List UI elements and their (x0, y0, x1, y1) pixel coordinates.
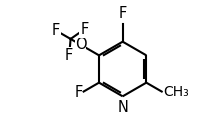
Text: N: N (117, 100, 128, 115)
Text: F: F (52, 23, 60, 38)
Text: F: F (119, 6, 127, 22)
Text: F: F (80, 22, 88, 37)
Text: F: F (65, 48, 73, 63)
Text: F: F (74, 85, 83, 100)
Text: CH₃: CH₃ (163, 85, 189, 99)
Text: O: O (75, 37, 87, 52)
